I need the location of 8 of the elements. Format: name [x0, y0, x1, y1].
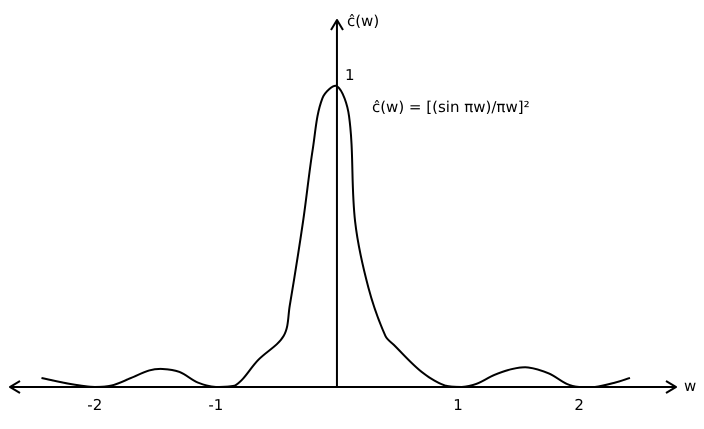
annotation: 1	[344, 66, 354, 84]
x-axis-title: w	[684, 376, 696, 395]
annotation: ĉ(w) = [(sin πw)/πw]²	[372, 98, 530, 116]
x-tick-label: -1	[208, 396, 224, 414]
x-tick-label: -2	[87, 396, 102, 414]
y-axis-title: ĉ(w)	[346, 12, 380, 30]
x-tick-label: 1	[453, 396, 463, 414]
x-tick-label: 2	[574, 396, 584, 414]
